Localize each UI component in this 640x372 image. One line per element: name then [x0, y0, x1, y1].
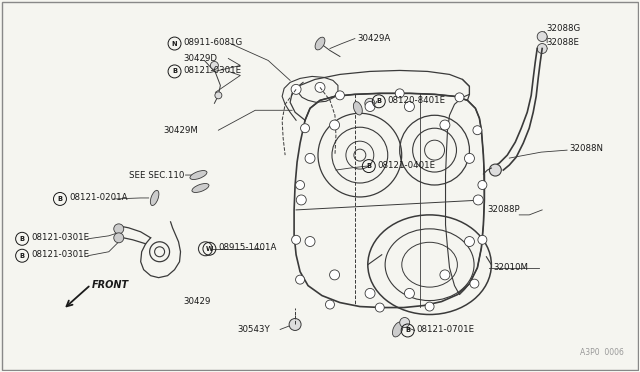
Text: SEE SEC.110: SEE SEC.110 [129, 170, 184, 180]
Circle shape [330, 120, 340, 130]
Text: 32088P: 32088P [488, 205, 520, 214]
Text: 32010M: 32010M [493, 263, 529, 272]
Circle shape [301, 124, 310, 133]
Text: 08121-0301E: 08121-0301E [31, 250, 89, 259]
Ellipse shape [315, 37, 325, 50]
Ellipse shape [353, 102, 362, 115]
Circle shape [404, 102, 415, 112]
Circle shape [404, 288, 415, 298]
Circle shape [326, 300, 335, 309]
Text: 08121-0301E: 08121-0301E [31, 233, 89, 242]
Text: B: B [172, 68, 177, 74]
Circle shape [440, 120, 450, 130]
Circle shape [315, 82, 325, 92]
Circle shape [296, 275, 305, 284]
Circle shape [292, 235, 301, 244]
Circle shape [400, 318, 410, 327]
Text: 08911-6081G: 08911-6081G [184, 38, 243, 47]
Text: 30429A: 30429A [358, 34, 391, 43]
Circle shape [375, 303, 384, 312]
Circle shape [211, 61, 218, 70]
Text: 08121-0701E: 08121-0701E [417, 325, 475, 334]
Circle shape [114, 233, 124, 243]
Circle shape [478, 235, 487, 244]
Circle shape [440, 270, 450, 280]
Circle shape [455, 93, 464, 102]
Circle shape [114, 224, 124, 234]
Circle shape [296, 195, 307, 205]
Text: B: B [366, 163, 371, 169]
Circle shape [365, 102, 375, 112]
Text: 32088N: 32088N [569, 144, 603, 153]
Text: B: B [376, 98, 381, 104]
Text: 32088E: 32088E [546, 38, 579, 47]
Circle shape [215, 92, 222, 99]
Text: 08120-8401E: 08120-8401E [388, 96, 446, 105]
Circle shape [465, 153, 474, 163]
Text: 08121-0201A: 08121-0201A [69, 193, 127, 202]
Text: W: W [206, 246, 213, 252]
Circle shape [330, 270, 340, 280]
Circle shape [289, 318, 301, 330]
Text: B: B [20, 253, 24, 259]
Text: 08915-1401A: 08915-1401A [218, 243, 276, 252]
Text: B: B [405, 327, 410, 333]
Text: 30429: 30429 [184, 297, 211, 306]
Text: 08121-0301E: 08121-0301E [184, 66, 242, 75]
Text: N: N [172, 41, 177, 46]
Circle shape [537, 44, 547, 54]
Circle shape [365, 98, 375, 108]
Circle shape [296, 180, 305, 189]
Text: B: B [20, 236, 24, 242]
Ellipse shape [392, 322, 403, 337]
Circle shape [335, 91, 344, 100]
Text: 32088G: 32088G [546, 24, 580, 33]
Circle shape [473, 195, 483, 205]
Text: A3P0  0006: A3P0 0006 [580, 348, 624, 357]
Text: 08121-0401E: 08121-0401E [378, 161, 436, 170]
Circle shape [291, 84, 301, 94]
Ellipse shape [150, 190, 159, 206]
Circle shape [478, 180, 487, 189]
Circle shape [305, 153, 315, 163]
Text: FRONT: FRONT [92, 280, 129, 290]
Circle shape [473, 126, 482, 135]
Circle shape [465, 237, 474, 247]
Circle shape [470, 279, 479, 288]
Circle shape [396, 89, 404, 98]
Circle shape [365, 288, 375, 298]
Circle shape [305, 237, 315, 247]
Text: 30429M: 30429M [164, 126, 198, 135]
Circle shape [425, 302, 434, 311]
Circle shape [490, 164, 501, 176]
Ellipse shape [190, 170, 207, 180]
Text: 30543Y: 30543Y [237, 325, 270, 334]
Text: B: B [58, 196, 63, 202]
Text: 30429D: 30429D [184, 54, 218, 63]
Circle shape [537, 32, 547, 42]
Ellipse shape [192, 183, 209, 192]
